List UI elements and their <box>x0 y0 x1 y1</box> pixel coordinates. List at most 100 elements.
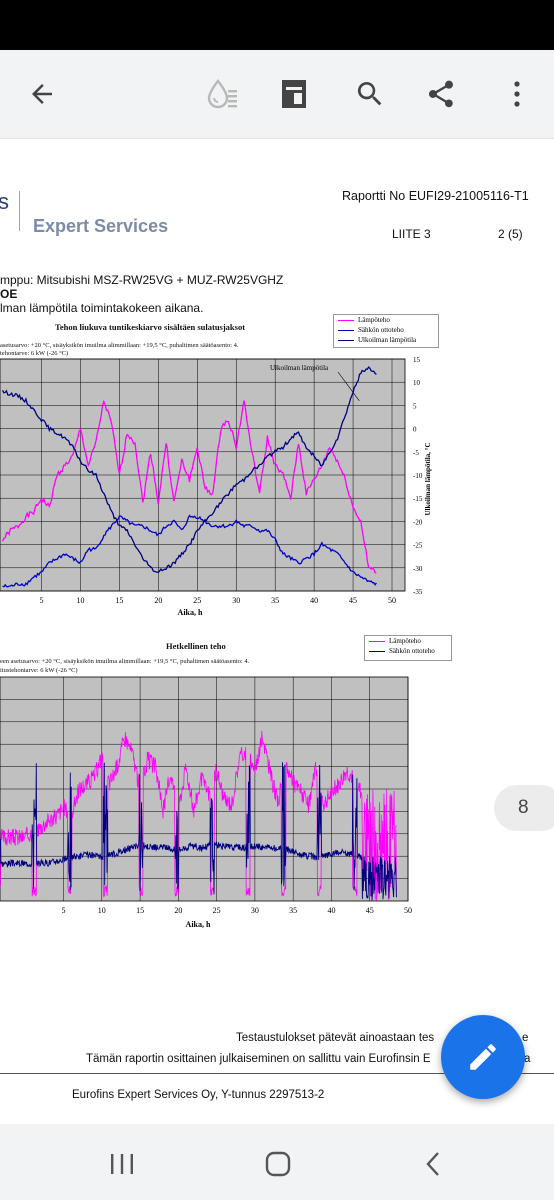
home-button[interactable] <box>248 1140 308 1188</box>
search-icon <box>357 82 382 106</box>
chart1-annotation: Ulkoilman lämpötila <box>270 364 329 372</box>
legend-swatch <box>338 339 354 341</box>
reading-mode-icon <box>282 80 306 108</box>
logo-divider <box>19 191 20 231</box>
edit-pencil-icon <box>470 1044 496 1070</box>
chart1-desc-1: asetusarvo: +20 °C, sisäyksikön imuilma … <box>0 342 239 349</box>
legend-label: Lämpöteho <box>389 637 421 645</box>
series-line-3 <box>2 366 377 573</box>
footer-line1-end: e <box>522 1032 529 1044</box>
report-number: Raportti No EUFI29-21005116-T1 <box>342 189 529 203</box>
figure-caption: lman lämpötila toimintakokeen aikana. <box>0 301 204 315</box>
x-tick-label: 5 <box>40 596 44 605</box>
home-icon <box>265 1151 291 1177</box>
status-bar <box>0 0 554 50</box>
y-tick-label: -30 <box>413 565 423 573</box>
x-tick-label: 25 <box>213 906 221 915</box>
legend-swatch <box>369 640 385 642</box>
share-icon <box>428 80 453 108</box>
x-tick-label: 45 <box>349 596 357 605</box>
x-tick-label: 30 <box>232 596 240 605</box>
chart1-legend: Lämpöteho Sähkön ottoteho Ulkoilman lämp… <box>333 314 439 348</box>
ink-button[interactable] <box>200 72 244 116</box>
x-tick-label: 15 <box>115 596 123 605</box>
system-nav-bar <box>0 1124 554 1200</box>
chart1-ylabel: Ulkoilman lämpötila, °C <box>424 442 432 515</box>
back-arrow-icon <box>32 84 52 104</box>
series-line-1 <box>2 399 377 574</box>
app-bar <box>0 50 554 139</box>
legend-label: Lämpöteho <box>358 316 390 324</box>
legend-item: Sähkön ottoteho <box>365 646 451 656</box>
y-tick-label: -25 <box>413 542 423 550</box>
y-tick-label: -35 <box>413 588 423 596</box>
legend-swatch <box>338 329 354 331</box>
legend-label: Sähkön ottoteho <box>358 326 404 334</box>
x-tick-label: 20 <box>174 906 182 915</box>
more-options-button[interactable] <box>495 72 539 116</box>
x-tick-label: 5 <box>62 906 66 915</box>
x-tick-label: 45 <box>366 906 374 915</box>
footer-line2-end: a <box>524 1053 531 1065</box>
legend-label: Ulkoilman lämpötila <box>358 336 417 344</box>
y-tick-label: -15 <box>413 495 423 503</box>
y-tick-label: 15 <box>413 356 421 364</box>
ink-drop-icon <box>207 79 237 109</box>
x-tick-label: 30 <box>251 906 259 915</box>
x-tick-label: 50 <box>404 906 412 915</box>
legend-swatch <box>338 319 354 321</box>
x-tick-label: 40 <box>310 596 318 605</box>
series-line-electric <box>0 762 397 901</box>
footer-company: Eurofins Expert Services Oy, Y-tunnus 22… <box>72 1089 325 1101</box>
x-tick-label: 40 <box>327 906 335 915</box>
x-tick-label: 10 <box>76 596 84 605</box>
heat-pump-model: mppu: Mitsubishi MSZ-RW25VG + MUZ-RW25VG… <box>0 273 284 287</box>
legend-swatch <box>369 650 385 652</box>
chart2-xlabel: Aika, h <box>186 920 211 929</box>
page-number-badge[interactable]: 8 <box>494 785 554 831</box>
chart1-desc-2: tehontarve: 6 kW (-26 °C) <box>0 350 69 357</box>
x-tick-label: 35 <box>271 596 279 605</box>
footer-line2: Tämän raportin osittainen julkaiseminen … <box>86 1053 431 1065</box>
chart2-desc-2: itustehontarve: 6 kW (-26 °C) <box>0 667 78 674</box>
search-button[interactable] <box>348 72 392 116</box>
edit-fab-button[interactable] <box>441 1015 525 1099</box>
page-number: 8 <box>518 797 529 818</box>
y-tick-label: 10 <box>413 379 421 387</box>
y-tick-label: -20 <box>413 518 423 526</box>
nav-back-button[interactable] <box>403 1140 463 1188</box>
recent-apps-button[interactable] <box>92 1140 152 1188</box>
reading-mode-button[interactable] <box>272 72 316 116</box>
x-tick-label: 25 <box>193 596 201 605</box>
chart2-legend: Lämpöteho Sähkön ottoteho <box>364 635 452 661</box>
series-line-2 <box>2 514 377 588</box>
legend-item: Lämpöteho <box>334 315 438 325</box>
footer-line1: Testaustulokset pätevät ainoastaan tes <box>236 1032 435 1044</box>
chart2-title: Hetkellinen teho <box>166 641 226 651</box>
nav-back-icon <box>426 1152 439 1176</box>
logo-text: Expert Services <box>33 216 169 236</box>
legend-item: Ulkoilman lämpötila <box>334 335 438 345</box>
recent-apps-icon <box>111 1154 133 1174</box>
y-tick-label: 0 <box>413 426 417 434</box>
legend-item: Lämpöteho <box>365 636 451 646</box>
section-label: OE <box>0 287 18 301</box>
chart2-plot: 5 10 15 20 25 30 35 40 45 50 Aika, h <box>0 676 412 929</box>
annotation-pointer <box>337 371 360 401</box>
share-button[interactable] <box>419 72 463 116</box>
appendix-label: LIITE 3 <box>392 227 431 241</box>
x-tick-label: 15 <box>136 906 144 915</box>
chart1-title: Tehon liukuva tuntikeskiarvo sisältäen s… <box>55 322 246 332</box>
y-tick-label: -5 <box>413 449 419 457</box>
chart2-desc-1: een asetusarvo: +20 °C, sisäyksikön imui… <box>0 658 250 665</box>
x-tick-label: 35 <box>289 906 297 915</box>
x-tick-label: 10 <box>98 906 106 915</box>
footer-divider <box>0 1073 554 1074</box>
page-of: 2 (5) <box>498 227 523 241</box>
y-tick-label: -10 <box>413 472 423 480</box>
legend-item: Sähkön ottoteho <box>334 325 438 335</box>
legend-label: Sähkön ottoteho <box>389 647 435 655</box>
x-tick-label: 50 <box>388 596 396 605</box>
back-button[interactable] <box>20 72 64 116</box>
